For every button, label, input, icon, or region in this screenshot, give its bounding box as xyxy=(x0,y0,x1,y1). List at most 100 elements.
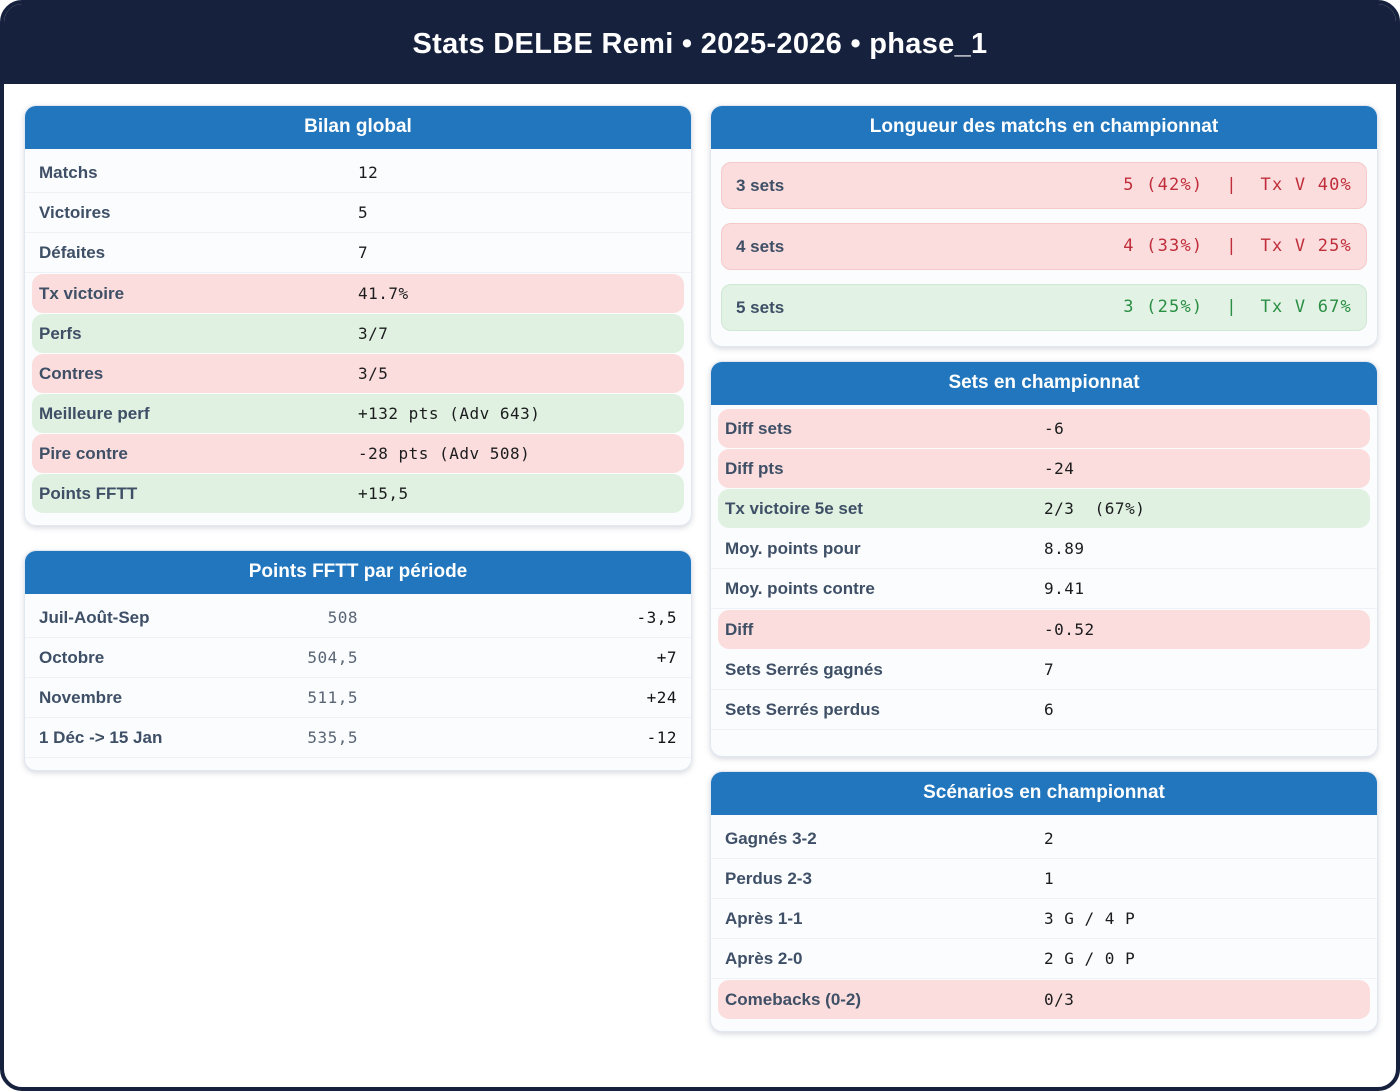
stat-row: Gagnés 3-2 2 xyxy=(711,819,1377,859)
period-label: Octobre xyxy=(39,648,105,667)
stat-label: Après 1-1 xyxy=(725,909,803,928)
stat-row: 4 sets 4 (33%) | Tx V 25% xyxy=(721,223,1367,270)
stat-label: Tx victoire 5e set xyxy=(725,499,863,518)
stat-value: 41.7% xyxy=(358,284,409,303)
period-delta: +7 xyxy=(656,648,677,667)
stat-label: Défaites xyxy=(39,243,106,262)
page-title: Stats DELBE Remi • 2025-2026 • phase_1 xyxy=(412,27,988,60)
card-points-fftt-title: Points FFTT par période xyxy=(25,551,691,594)
stat-label: Points FFTT xyxy=(39,484,138,503)
stat-value: 5 (42%) | Tx V 40% xyxy=(1123,175,1352,195)
period-row: Octobre 504,5 +7 xyxy=(25,638,691,678)
stat-value: 2 G / 0 P xyxy=(1044,949,1136,968)
stat-label: 3 sets xyxy=(736,176,785,195)
stat-value: -0.52 xyxy=(1044,620,1095,639)
stat-label: 4 sets xyxy=(736,237,785,256)
period-points: 511,5 xyxy=(307,688,358,707)
stat-value: +132 pts (Adv 643) xyxy=(358,404,541,423)
card-longueur-matchs: Longueur des matchs en championnat 3 set… xyxy=(710,105,1378,347)
stat-row: Points FFTT +15,5 xyxy=(32,474,684,513)
stat-value: -6 xyxy=(1044,419,1065,438)
stat-label: Après 2-0 xyxy=(725,949,803,968)
period-delta: -12 xyxy=(646,728,677,747)
stat-label: Diff pts xyxy=(725,459,784,478)
stat-row: Diff sets -6 xyxy=(718,409,1370,448)
stat-value: 12 xyxy=(358,163,379,182)
stat-row: Après 2-0 2 G / 0 P xyxy=(711,939,1377,979)
period-delta: -3,5 xyxy=(636,608,677,627)
stat-row: Perdus 2-3 1 xyxy=(711,859,1377,899)
card-bilan-global-title: Bilan global xyxy=(25,106,691,149)
stat-label: Sets Serrés perdus xyxy=(725,700,880,719)
stat-value: 2/3 (67%) xyxy=(1044,499,1146,518)
card-points-fftt-periode: Points FFTT par période Juil-Août-Sep 50… xyxy=(24,550,692,771)
stat-label: 5 sets xyxy=(736,298,785,317)
stat-value: 3 G / 4 P xyxy=(1044,909,1136,928)
bilan-rows: Matchs 12 Victoires 5 Défaites 7 Tx vict… xyxy=(25,153,691,513)
longueur-rows: 3 sets 5 (42%) | Tx V 40% 4 sets 4 (33%)… xyxy=(711,149,1377,346)
stat-label: Diff xyxy=(725,620,754,639)
stat-label: Diff sets xyxy=(725,419,793,438)
stat-row: 5 sets 3 (25%) | Tx V 67% xyxy=(721,284,1367,331)
stat-value: 3/5 xyxy=(358,364,389,383)
page-header: Stats DELBE Remi • 2025-2026 • phase_1 xyxy=(4,4,1396,84)
period-label: Juil-Août-Sep xyxy=(39,608,150,627)
stat-value: 3/7 xyxy=(358,324,389,343)
card-bilan-global: Bilan global Matchs 12 Victoires 5 Défai… xyxy=(24,105,692,526)
stat-row: Tx victoire 5e set 2/3 (67%) xyxy=(718,489,1370,528)
stat-row: Perfs 3/7 xyxy=(32,314,684,353)
stat-row: 3 sets 5 (42%) | Tx V 40% xyxy=(721,162,1367,209)
stat-value: 4 (33%) | Tx V 25% xyxy=(1123,236,1352,256)
stat-row: Défaites 7 xyxy=(25,233,691,273)
right-column: Longueur des matchs en championnat 3 set… xyxy=(710,105,1378,1032)
card-longueur-title: Longueur des matchs en championnat xyxy=(711,106,1377,149)
stat-row: Pire contre -28 pts (Adv 508) xyxy=(32,434,684,473)
stat-label: Gagnés 3-2 xyxy=(725,829,817,848)
stat-row: Contres 3/5 xyxy=(32,354,684,393)
stat-label: Tx victoire xyxy=(39,284,125,303)
stat-row: Comebacks (0-2) 0/3 xyxy=(718,980,1370,1019)
scenarios-rows: Gagnés 3-2 2 Perdus 2-3 1 Après 1-1 3 G … xyxy=(711,819,1377,1019)
stat-label: Moy. points pour xyxy=(725,539,861,558)
stat-value: 3 (25%) | Tx V 67% xyxy=(1123,297,1352,317)
stat-row: Sets Serrés gagnés 7 xyxy=(711,650,1377,690)
points-fftt-rows: Juil-Août-Sep 508 -3,5 Octobre 504,5 +7 … xyxy=(25,598,691,758)
stat-label: Perfs xyxy=(39,324,82,343)
period-delta: +24 xyxy=(646,688,677,707)
stat-label: Sets Serrés gagnés xyxy=(725,660,883,679)
stat-label: Pire contre xyxy=(39,444,128,463)
card-sets-title: Sets en championnat xyxy=(711,362,1377,405)
stat-row: Moy. points pour 8.89 xyxy=(711,529,1377,569)
stat-value: -24 xyxy=(1044,459,1075,478)
stat-label: Comebacks (0-2) xyxy=(725,990,862,1009)
stat-row: Diff -0.52 xyxy=(718,610,1370,649)
period-label: Novembre xyxy=(39,688,123,707)
stat-row: Après 1-1 3 G / 4 P xyxy=(711,899,1377,939)
content-area: Bilan global Matchs 12 Victoires 5 Défai… xyxy=(4,84,1396,1052)
stat-value: 7 xyxy=(1044,660,1055,679)
stat-row: Victoires 5 xyxy=(25,193,691,233)
period-row: Novembre 511,5 +24 xyxy=(25,678,691,718)
stat-row: Matchs 12 xyxy=(25,153,691,193)
card-scenarios-championnat: Scénarios en championnat Gagnés 3-2 2 Pe… xyxy=(710,771,1378,1032)
stat-value: 6 xyxy=(1044,700,1055,719)
stat-label: Moy. points contre xyxy=(725,579,875,598)
stat-row: Tx victoire 41.7% xyxy=(32,274,684,313)
stat-row: Moy. points contre 9.41 xyxy=(711,569,1377,609)
stat-label: Victoires xyxy=(39,203,111,222)
stat-value: 1 xyxy=(1044,869,1055,888)
stat-row: Sets Serrés perdus 6 xyxy=(711,690,1377,730)
card-scenarios-title: Scénarios en championnat xyxy=(711,772,1377,815)
stat-label: Meilleure perf xyxy=(39,404,150,423)
stat-row: Diff pts -24 xyxy=(718,449,1370,488)
period-row: 1 Déc -> 15 Jan 535,5 -12 xyxy=(25,718,691,758)
card-sets-championnat: Sets en championnat Diff sets -6 Diff pt… xyxy=(710,361,1378,757)
stat-value: 2 xyxy=(1044,829,1055,848)
sets-rows: Diff sets -6 Diff pts -24 Tx victoire 5e… xyxy=(711,409,1377,730)
stat-value: 9.41 xyxy=(1044,579,1085,598)
period-row: Juil-Août-Sep 508 -3,5 xyxy=(25,598,691,638)
stat-value: 7 xyxy=(358,243,369,262)
stat-value: 0/3 xyxy=(1044,990,1075,1009)
period-points: 508 xyxy=(327,608,358,627)
